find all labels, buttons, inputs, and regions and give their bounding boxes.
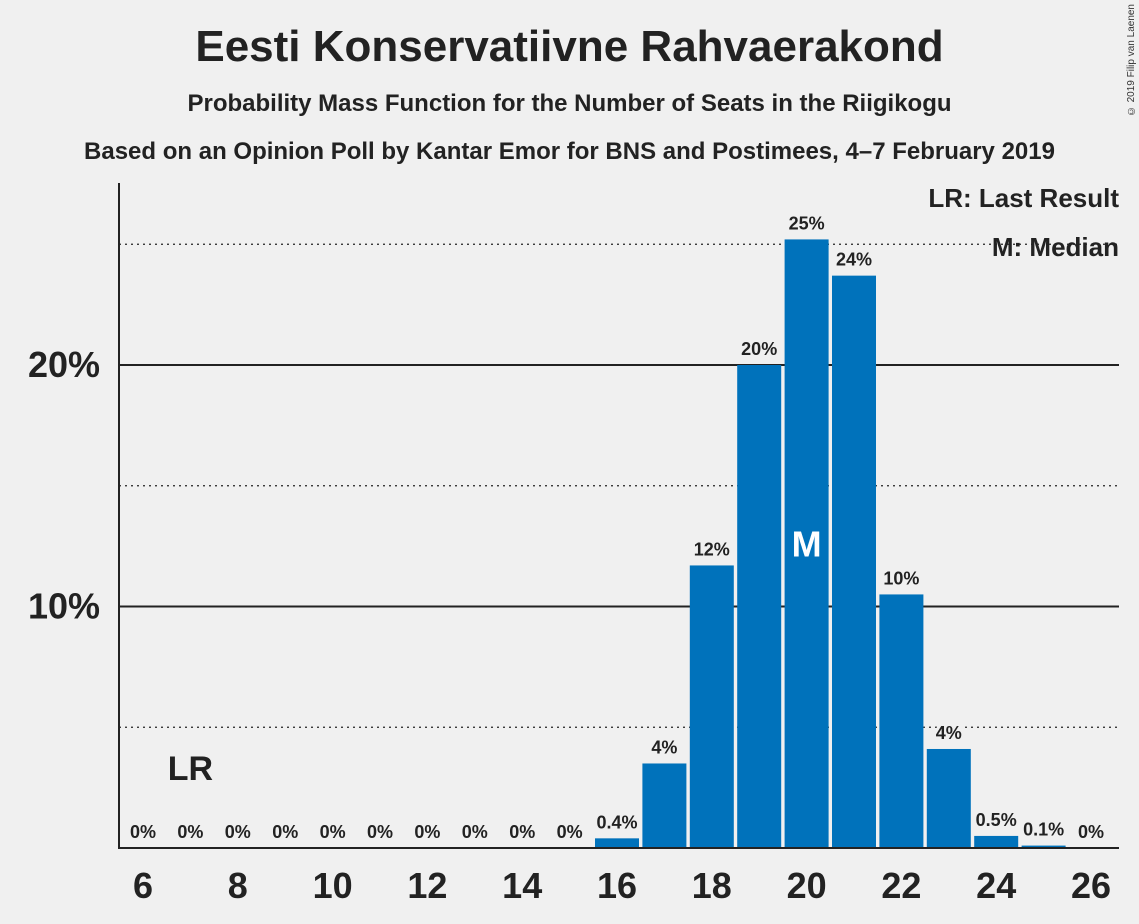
x-tick-label: 14 <box>502 865 542 906</box>
chart-source-line: Based on an Opinion Poll by Kantar Emor … <box>84 138 1055 165</box>
x-tick-label: 20 <box>787 865 827 906</box>
data-label: 0% <box>462 822 488 842</box>
legend-median: M: Median <box>991 232 1119 262</box>
y-tick-label: 10% <box>28 586 100 627</box>
data-label: 0.4% <box>596 812 637 832</box>
data-label: 0% <box>414 822 440 842</box>
bar-seat-21 <box>832 275 876 848</box>
y-tick-label: 20% <box>28 344 100 385</box>
x-tick-label: 24 <box>976 865 1016 906</box>
bar-seat-24 <box>974 835 1019 848</box>
data-label: 0.5% <box>976 810 1017 830</box>
data-label: 0% <box>225 822 251 842</box>
last-result-marker: LR <box>168 750 213 788</box>
data-label: 0% <box>272 822 298 842</box>
data-label: 0% <box>557 822 583 842</box>
bar-seat-18 <box>689 565 734 848</box>
bar-seat-19 <box>737 365 782 848</box>
data-label: 25% <box>789 213 825 233</box>
data-label: 0% <box>177 822 203 842</box>
x-tick-label: 10 <box>313 865 353 906</box>
data-label: 20% <box>741 339 777 359</box>
x-tick-label: 22 <box>881 865 921 906</box>
x-tick-label: 16 <box>597 865 637 906</box>
legend-last-result: LR: Last Result <box>928 183 1119 213</box>
x-tick-label: 18 <box>692 865 732 906</box>
data-label: 24% <box>836 250 872 270</box>
x-tick-label: 6 <box>133 865 153 906</box>
data-label: 0% <box>367 822 393 842</box>
data-label: 0% <box>1078 822 1104 842</box>
bar-seat-17 <box>642 763 687 848</box>
bar-seat-20 <box>784 239 829 849</box>
x-tick-label: 26 <box>1071 865 1111 906</box>
bar-seat-25 <box>1021 845 1066 848</box>
bar-seat-23 <box>926 748 971 848</box>
x-tick-label: 12 <box>407 865 447 906</box>
x-tick-label: 8 <box>228 865 248 906</box>
data-label: 4% <box>936 723 962 743</box>
bar-seat-22 <box>879 594 924 848</box>
data-label: 4% <box>651 737 677 757</box>
chart-title: Eesti Konservatiivne Rahvaerakond <box>195 22 944 71</box>
data-label: 0% <box>509 822 535 842</box>
bar-seat-16 <box>595 838 639 848</box>
data-label: 0.1% <box>1023 820 1064 840</box>
chart-subtitle: Probability Mass Function for the Number… <box>187 90 952 117</box>
data-label: 12% <box>694 539 730 559</box>
data-label: 0% <box>130 822 156 842</box>
median-marker: M <box>792 524 822 565</box>
data-label: 0% <box>320 822 346 842</box>
data-label: 10% <box>883 568 919 588</box>
